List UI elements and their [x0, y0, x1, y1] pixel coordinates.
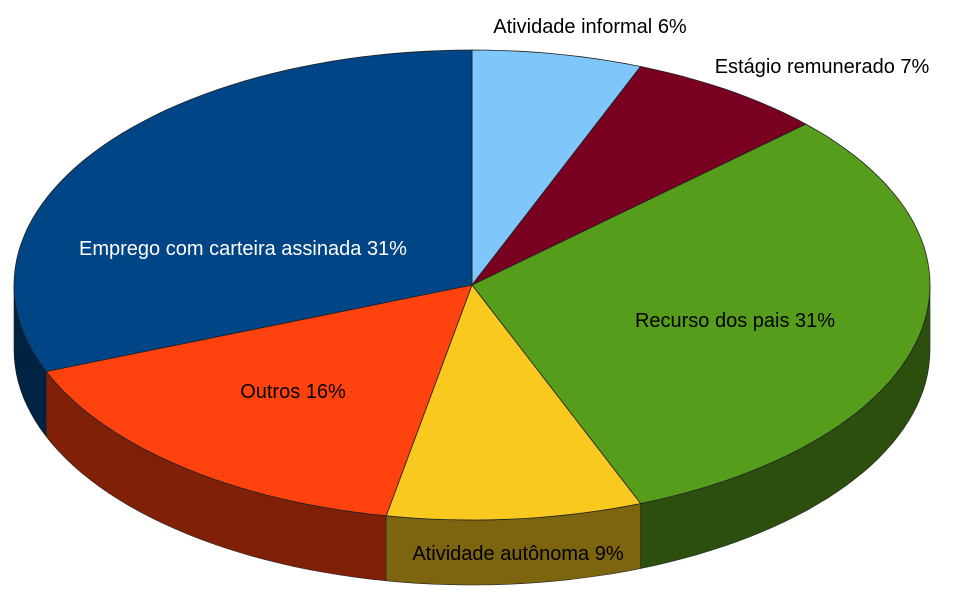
slice-label-name: Atividade informal	[493, 16, 652, 38]
slice	[45, 284, 473, 517]
slice-label-name: Estágio remunerado	[715, 56, 895, 78]
slice-label-value: 9%	[595, 543, 624, 565]
slice-label: Recurso dos pais 31%	[635, 310, 835, 332]
slice	[471, 66, 807, 286]
slice	[13, 49, 473, 372]
slice-label: Atividade informal 6%	[493, 16, 687, 38]
slice-label-name: Atividade autônoma	[412, 543, 590, 565]
slice-label-value: 16%	[306, 381, 346, 403]
slice-label-name: Recurso dos pais	[635, 310, 790, 332]
slice	[385, 284, 642, 521]
slice	[471, 49, 642, 287]
slice-label-value: 31%	[795, 310, 835, 332]
slice-label-name: Emprego com carteira assinada	[79, 238, 362, 260]
slice-label-name: Outros	[240, 381, 300, 403]
slice	[471, 123, 931, 504]
slice-label: Emprego com carteira assinada 31%	[79, 238, 407, 260]
slice-label: Estágio remunerado 7%	[715, 56, 930, 78]
slice-label: Atividade autônoma 9%	[412, 543, 623, 565]
slice-label-value: 31%	[367, 238, 407, 260]
slice-label: Outros 16%	[240, 381, 346, 403]
slice-label-value: 7%	[900, 56, 929, 78]
slice-label-value: 6%	[658, 16, 687, 38]
